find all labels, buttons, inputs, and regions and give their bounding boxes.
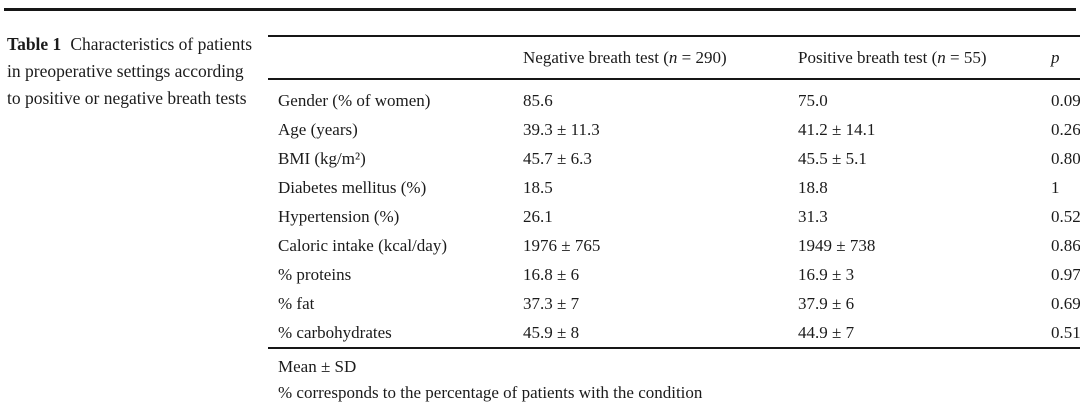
- column-header-negative-post: = 290): [677, 47, 727, 67]
- cell-negative: 85.6: [523, 90, 553, 110]
- row-label: Gender (% of women): [278, 90, 431, 110]
- row-label: Age (years): [278, 119, 358, 139]
- footnote-percentage-definition: % corresponds to the percentage of patie…: [278, 383, 703, 402]
- table-row-carbohydrates: % carbohydrates 45.9 ± 8 44.9 ± 7 0.51: [268, 318, 1080, 349]
- cell-positive: 31.3: [798, 206, 828, 226]
- cell-positive: 16.9 ± 3: [798, 264, 855, 284]
- column-header-positive-n-var: n: [937, 47, 946, 67]
- cell-p-value: 0.09: [1051, 90, 1080, 110]
- table-row-gender: Gender (% of women) 85.6 75.0 0.09: [268, 79, 1080, 115]
- cell-negative: 26.1: [523, 206, 553, 226]
- column-header-positive-breath-test: Positive breath test (n = 55): [798, 36, 1051, 80]
- table-row-age: Age (years) 39.3 ± 11.3 41.2 ± 14.1 0.26: [268, 115, 1080, 144]
- cell-p-value: 0.69: [1051, 293, 1080, 313]
- cell-positive: 44.9 ± 7: [798, 318, 1051, 349]
- cell-p-value: 0.26: [1051, 119, 1080, 139]
- page-top-rule: [4, 8, 1076, 11]
- column-header-empty: [268, 36, 523, 80]
- cell-negative: 45.9 ± 8: [523, 318, 798, 349]
- table-body: Gender (% of women) 85.6 75.0 0.09 Age (…: [268, 79, 1080, 349]
- table-row-caloric-intake: Caloric intake (kcal/day) 1976 ± 765 194…: [268, 231, 1080, 260]
- row-label: Diabetes mellitus (%): [278, 177, 427, 197]
- column-header-p-value: p: [1051, 36, 1080, 80]
- cell-negative: 1976 ± 765: [523, 235, 601, 255]
- cell-p-value: 0.80: [1051, 148, 1080, 168]
- row-label: % carbohydrates: [268, 318, 523, 349]
- characteristics-table: Negative breath test (n = 290) Positive …: [268, 35, 1080, 406]
- cell-positive: 1949 ± 738: [798, 235, 876, 255]
- cell-positive: 41.2 ± 14.1: [798, 119, 876, 139]
- table-caption: Table 1 Characteristics of patients in pr…: [7, 31, 259, 112]
- column-header-negative-pre: Negative breath test (: [523, 47, 669, 67]
- column-header-positive-post: = 55): [945, 47, 987, 67]
- cell-negative: 45.7 ± 6.3: [523, 148, 592, 168]
- row-label: Caloric intake (kcal/day): [278, 235, 447, 255]
- cell-p-value: 0.52: [1051, 206, 1080, 226]
- table-row-hypertension: Hypertension (%) 26.1 31.3 0.52: [268, 202, 1080, 231]
- table-row-diabetes: Diabetes mellitus (%) 18.5 18.8 1: [268, 173, 1080, 202]
- table-caption-text: Characteristics of patients in preoperat…: [7, 34, 253, 108]
- table-row-fat: % fat 37.3 ± 7 37.9 ± 6 0.69: [268, 289, 1080, 318]
- cell-positive: 18.8: [798, 177, 828, 197]
- cell-positive: 37.9 ± 6: [798, 293, 855, 313]
- cell-positive: 75.0: [798, 90, 828, 110]
- cell-positive: 45.5 ± 5.1: [798, 148, 867, 168]
- cell-p-value: 0.97: [1051, 264, 1080, 284]
- cell-negative: 39.3 ± 11.3: [523, 119, 600, 139]
- cell-p-value: 0.86: [1051, 235, 1080, 255]
- row-label: Hypertension (%): [278, 206, 400, 226]
- footnote-mean-sd: Mean ± SD: [278, 357, 357, 376]
- row-label: BMI (kg/m²): [278, 148, 366, 168]
- column-header-negative-breath-test: Negative breath test (n = 290): [523, 36, 798, 80]
- cell-negative: 18.5: [523, 177, 553, 197]
- table-footnotes: Mean ± SD % corresponds to the percentag…: [268, 354, 1076, 406]
- table-header: Negative breath test (n = 290) Positive …: [268, 36, 1080, 80]
- cell-p-value: 1: [1051, 177, 1060, 197]
- table-header-row: Negative breath test (n = 290) Positive …: [268, 36, 1080, 80]
- table-row-bmi: BMI (kg/m²) 45.7 ± 6.3 45.5 ± 5.1 0.80: [268, 144, 1080, 173]
- table-caption-number: Table 1: [7, 34, 62, 54]
- cell-negative: 16.8 ± 6: [523, 264, 580, 284]
- column-header-positive-pre: Positive breath test (: [798, 47, 938, 67]
- cell-negative: 37.3 ± 7: [523, 293, 580, 313]
- row-label: % proteins: [278, 264, 352, 284]
- table-row-proteins: % proteins 16.8 ± 6 16.9 ± 3 0.97: [268, 260, 1080, 289]
- column-header-negative-n-var: n: [668, 47, 678, 67]
- data-table: Negative breath test (n = 290) Positive …: [268, 35, 1080, 349]
- row-label: % fat: [278, 293, 315, 313]
- cell-p-value: 0.51: [1051, 318, 1080, 349]
